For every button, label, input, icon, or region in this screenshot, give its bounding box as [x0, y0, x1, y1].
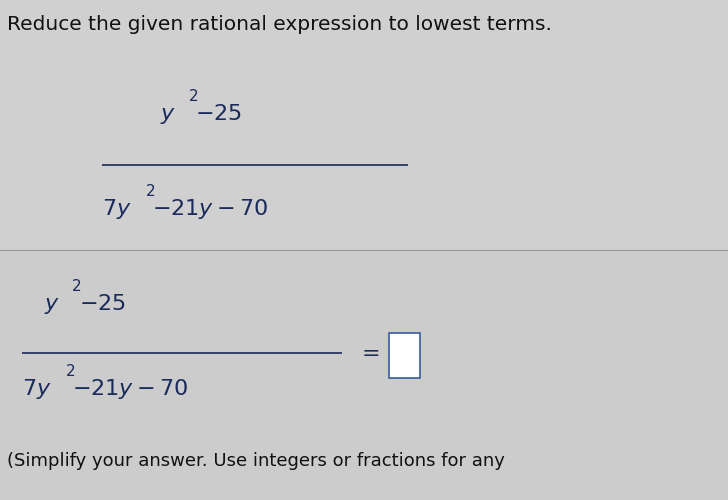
Text: $ - 21y - 70$: $ - 21y - 70$ [152, 197, 269, 221]
Text: $y$: $y$ [44, 296, 60, 316]
Text: Reduce the given rational expression to lowest terms.: Reduce the given rational expression to … [7, 15, 552, 34]
Text: $2$: $2$ [71, 278, 82, 294]
Text: $y$: $y$ [160, 106, 176, 126]
Text: $7y$: $7y$ [102, 197, 132, 221]
Text: (Simplify your answer. Use integers or fractions for any: (Simplify your answer. Use integers or f… [7, 452, 505, 470]
Text: $2$: $2$ [188, 88, 198, 104]
Text: $ - 25$: $ - 25$ [79, 294, 126, 314]
Text: $7y$: $7y$ [22, 377, 52, 401]
Text: $=$: $=$ [357, 342, 379, 362]
FancyBboxPatch shape [0, 250, 728, 500]
Text: $2$: $2$ [65, 363, 75, 379]
Text: $ - 25$: $ - 25$ [195, 104, 242, 124]
Text: $2$: $2$ [145, 183, 155, 199]
FancyBboxPatch shape [389, 332, 420, 378]
Text: $ - 21y - 70$: $ - 21y - 70$ [72, 377, 189, 401]
